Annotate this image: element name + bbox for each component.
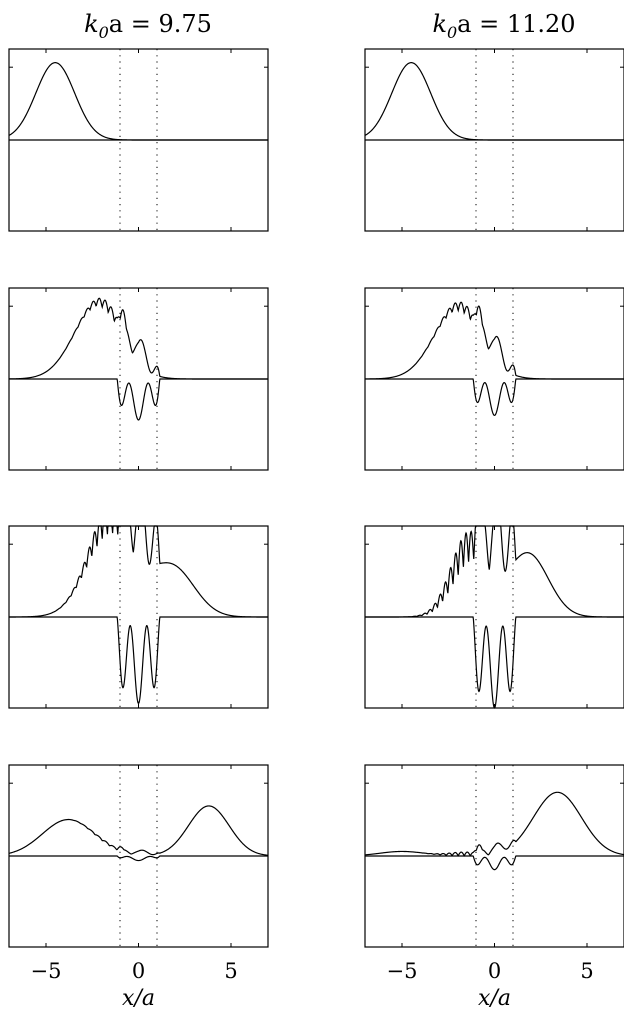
x-tick-label: −5	[31, 959, 62, 983]
panel-r1-c0	[8, 287, 269, 471]
series-upper-envelope	[9, 525, 268, 618]
panel-r2-c1	[364, 525, 624, 709]
panel-r0-c0	[8, 48, 269, 232]
axis-labels: −5 0 5 x/a −5 0 5 x/a	[31, 959, 594, 1011]
column-title-left: k0a = 9.75	[84, 10, 212, 42]
panel-r0-c1	[364, 48, 624, 232]
panel-r3-c0	[8, 764, 269, 948]
series-upper-envelope	[365, 301, 624, 380]
panel-r1-c1	[364, 287, 624, 471]
series-lower-trace	[365, 855, 624, 871]
x-tick-label: 5	[224, 959, 237, 983]
series-lower-trace	[9, 378, 268, 421]
series-lower-trace	[9, 616, 268, 705]
x-axis-label: x/a	[122, 986, 155, 1011]
series-lower-trace	[365, 378, 624, 417]
series-upper-envelope	[364, 62, 624, 141]
x-axis-label: x/a	[478, 986, 511, 1011]
column-title-right: k0a = 11.20	[432, 10, 575, 42]
panel-grid	[8, 48, 624, 948]
series-upper-envelope	[8, 805, 269, 856]
panel-r2-c0	[8, 525, 269, 709]
series-upper-envelope	[9, 297, 268, 380]
series-upper-envelope	[364, 791, 624, 857]
series-upper-envelope	[365, 525, 624, 618]
x-tick-label: −5	[387, 959, 418, 983]
x-tick-label: 0	[132, 959, 145, 983]
x-tick-label: 5	[580, 959, 593, 983]
panel-r3-c1	[364, 764, 624, 948]
series-lower-trace	[9, 855, 268, 862]
series-upper-envelope	[8, 62, 268, 141]
series-lower-trace	[365, 616, 624, 709]
x-tick-label: 0	[488, 959, 501, 983]
